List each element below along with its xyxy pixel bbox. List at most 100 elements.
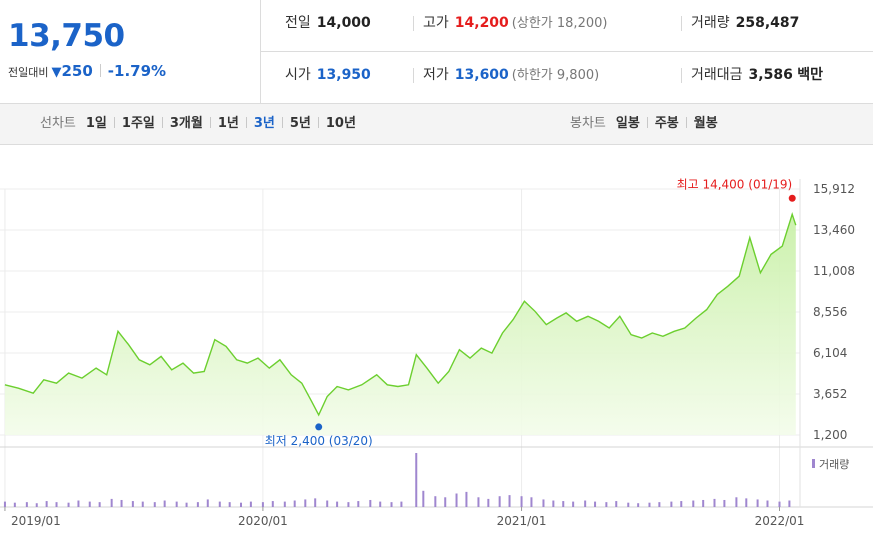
tab-3m[interactable]: 3개월 xyxy=(169,116,203,131)
volume-bar xyxy=(444,497,447,507)
quote-panel: 13,750 전일대비 ▼250 -1.79% 전일 14,000 고가 14,200(… xyxy=(0,0,873,104)
change-rate: -1.79% xyxy=(107,62,167,80)
tab-daily[interactable]: 일봉 xyxy=(615,116,640,131)
tab-divider xyxy=(317,117,319,128)
volume-bar xyxy=(508,495,511,507)
chart-tab-bar: 선차트 1일 1주일 3개월 1년 3년 5년 10년 봉차트 일봉 주봉 월봉 xyxy=(0,104,873,145)
prev-close-cell: 전일 14,000 xyxy=(285,0,371,51)
volume-bar xyxy=(615,501,618,507)
down-triangle-icon: ▼ xyxy=(51,65,62,80)
open-value: 13,950 xyxy=(316,67,371,83)
volume-bar xyxy=(455,493,458,507)
tab-divider xyxy=(685,117,687,128)
volume-value: 258,487 xyxy=(735,15,800,31)
price-box: 13,750 전일대비 ▼250 -1.79% xyxy=(0,0,261,103)
volume-bar xyxy=(110,498,113,507)
tab-divider xyxy=(245,117,247,128)
volume-bar xyxy=(766,500,769,507)
volume-label: 거래량 xyxy=(691,15,730,31)
volume-bar xyxy=(163,500,166,507)
open-cell: 시가 13,950 xyxy=(285,52,371,103)
volume-bar xyxy=(357,501,360,507)
low-value: 13,600 xyxy=(454,67,509,83)
volume-bar xyxy=(658,502,661,507)
volume-bar xyxy=(77,500,80,507)
volume-bar xyxy=(713,498,716,507)
max-marker xyxy=(788,194,796,202)
max-label: 최고 14,400 (01/19) xyxy=(677,177,793,191)
volume-bar xyxy=(271,501,274,507)
line-chart-tabs: 선차트 1일 1주일 3개월 1년 3년 5년 10년 xyxy=(40,104,356,144)
volume-bar xyxy=(520,496,523,507)
volume-bar xyxy=(131,501,134,507)
change-amount: 250 xyxy=(61,62,93,80)
volume-legend-swatch xyxy=(812,459,815,468)
x-tick-label: 2022/01 xyxy=(755,514,805,528)
volume-bar xyxy=(605,502,608,507)
volume-cell: 거래량 258,487 xyxy=(681,0,799,51)
min-label: 최저 2,400 (03/20) xyxy=(265,434,373,448)
volume-bar xyxy=(25,502,28,507)
high-value: 14,200 xyxy=(454,15,509,31)
volume-bar xyxy=(594,501,597,507)
volume-bar xyxy=(487,498,490,507)
tab-1d[interactable]: 1일 xyxy=(85,116,107,131)
prev-close-value: 14,000 xyxy=(316,15,371,31)
volume-bar xyxy=(304,499,307,507)
volume-bar xyxy=(637,503,640,507)
tab-1w[interactable]: 1주일 xyxy=(121,116,155,131)
change-divider xyxy=(99,64,101,77)
change-row: 전일대비 ▼250 -1.79% xyxy=(8,62,166,80)
volume-bar xyxy=(702,499,705,507)
volume-bar xyxy=(552,500,555,507)
volume-bar xyxy=(369,499,372,507)
y-axis-labels: 15,912 13,460 11,008 8,556 6,104 3,652 1,200 xyxy=(813,182,855,442)
volume-bar xyxy=(218,501,221,507)
volume-bar xyxy=(562,501,565,507)
trade-value-value: 3,586 xyxy=(748,67,793,83)
volume-bar xyxy=(206,499,209,507)
prev-close-label: 전일 xyxy=(285,15,311,31)
open-label: 시가 xyxy=(285,67,311,83)
tab-divider xyxy=(161,117,163,128)
volume-bar xyxy=(185,502,188,507)
y-tick-label: 15,912 xyxy=(813,182,855,196)
x-tick-label: 2019/01 xyxy=(11,514,61,528)
volume-bar xyxy=(239,502,242,507)
trade-value-unit: 백만 xyxy=(797,67,824,83)
volume-legend-label: 거래량 xyxy=(819,458,849,471)
candle-chart-label: 봉차트 xyxy=(570,116,606,131)
x-tick-label: 2021/01 xyxy=(497,514,547,528)
volume-bar xyxy=(390,502,393,507)
quote-row-2: 시가 13,950 저가 13,600 (하한가 9,800) 거래대금 3,586 백… xyxy=(261,52,873,103)
volume-bar xyxy=(314,498,317,507)
tab-1y[interactable]: 1년 xyxy=(217,116,239,131)
tab-10y[interactable]: 10년 xyxy=(325,116,356,131)
tab-divider xyxy=(281,117,283,128)
volume-bar xyxy=(3,501,6,507)
candle-chart-tabs: 봉차트 일봉 주봉 월봉 xyxy=(570,104,718,144)
volume-bar xyxy=(498,496,501,507)
tab-divider xyxy=(646,117,648,128)
lower-limit-label: (하한가 xyxy=(511,68,553,83)
volume-bar xyxy=(98,502,101,507)
line-chart-label: 선차트 xyxy=(40,116,76,131)
tab-3y[interactable]: 3년 xyxy=(253,116,275,131)
volume-bar xyxy=(692,500,695,507)
low-label: 저가 xyxy=(423,67,449,83)
tab-weekly[interactable]: 주봉 xyxy=(654,116,679,131)
volume-bar xyxy=(422,490,425,507)
tab-5y[interactable]: 5년 xyxy=(289,116,311,131)
volume-bar xyxy=(530,497,533,507)
tab-monthly[interactable]: 월봉 xyxy=(693,116,718,131)
volume-bar xyxy=(379,501,382,507)
quote-row-1: 전일 14,000 고가 14,200 (상한가 18,200) 거래량 258,487 xyxy=(261,0,873,52)
y-tick-label: 13,460 xyxy=(813,223,855,237)
volume-bar xyxy=(175,501,178,507)
volume-bar xyxy=(196,502,199,507)
volume-bar xyxy=(261,502,264,507)
volume-bar xyxy=(648,502,651,507)
low-cell: 저가 13,600 (하한가 9,800) xyxy=(413,52,599,103)
volume-bar xyxy=(434,496,437,507)
price-area xyxy=(4,214,796,435)
